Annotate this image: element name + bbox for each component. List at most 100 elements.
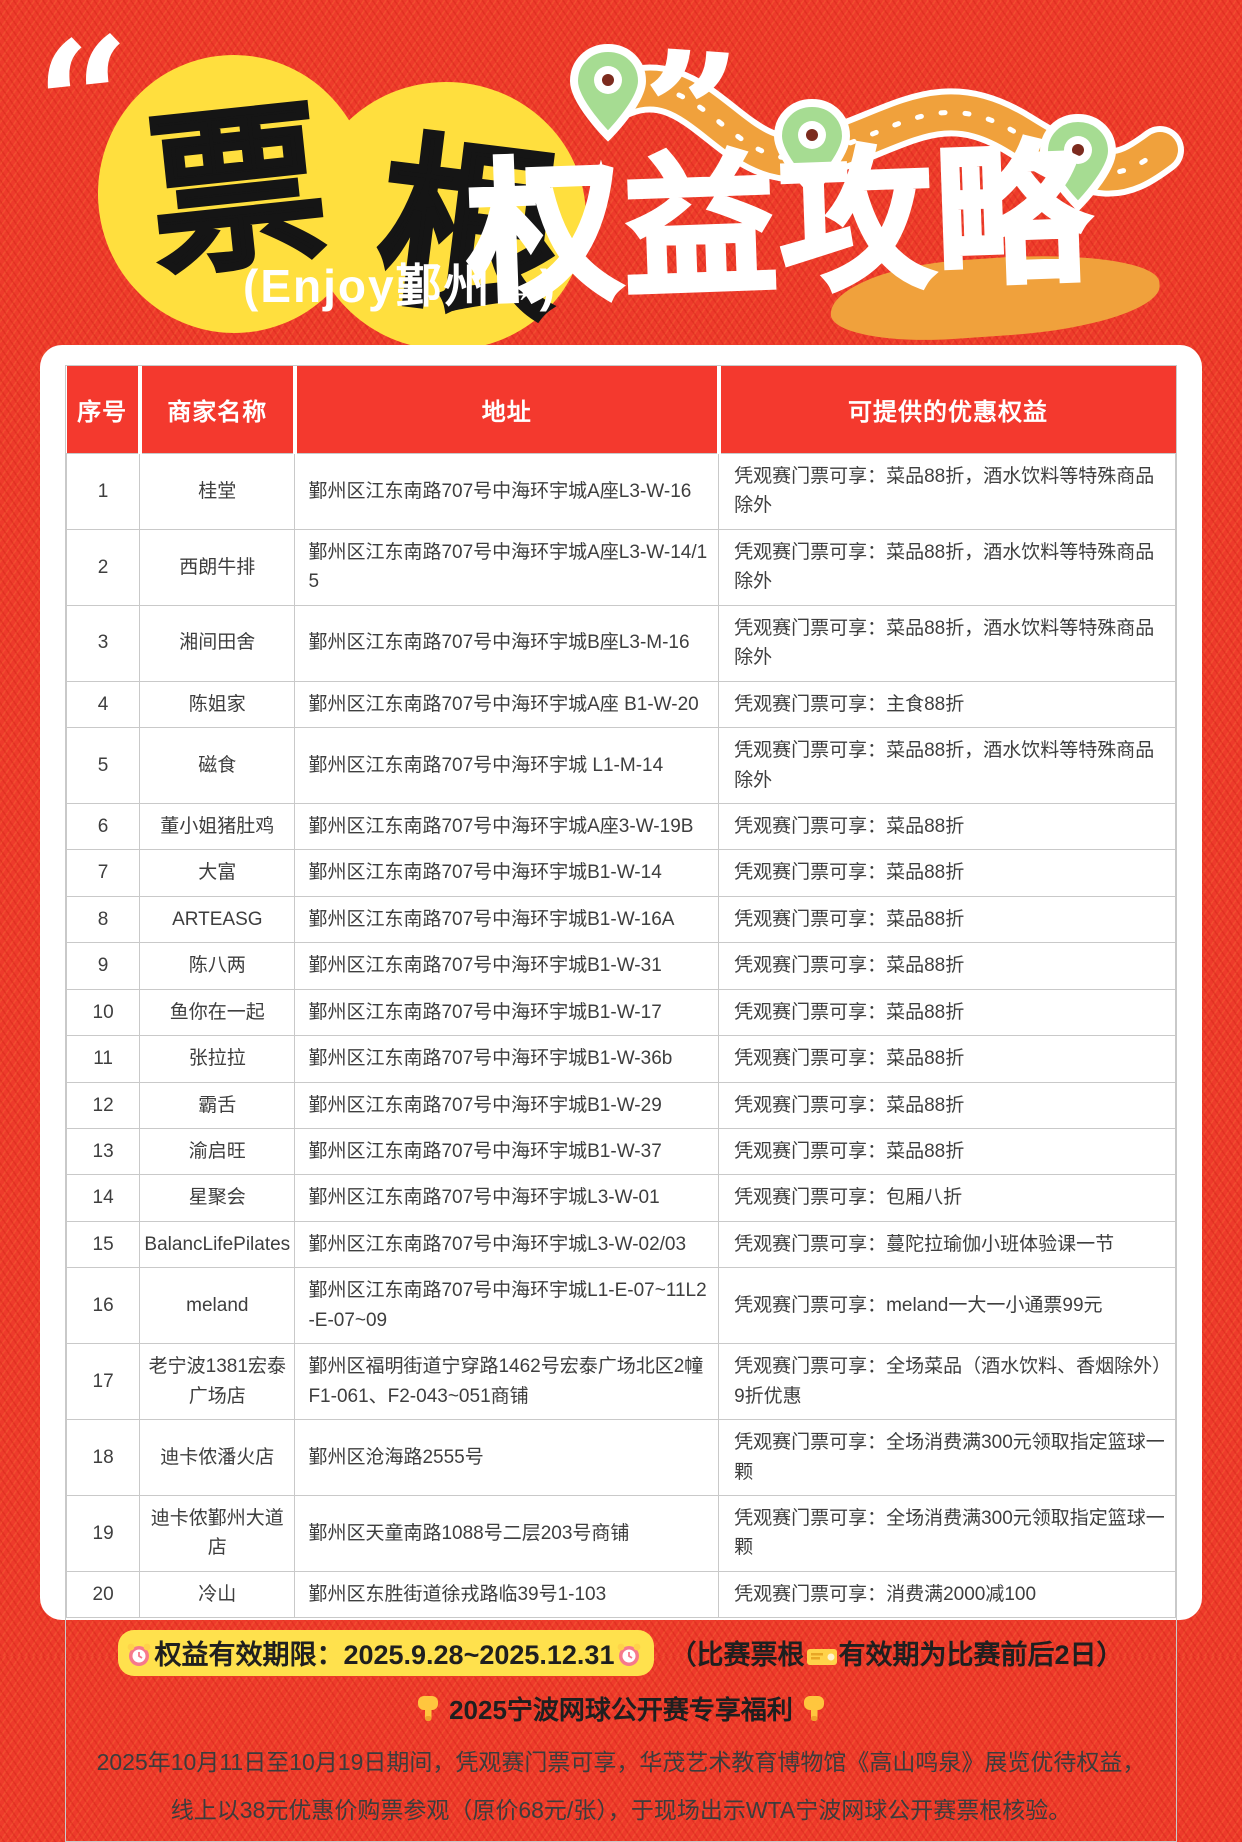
merchant-address: 鄞州区江东南路707号中海环宇城B1-W-36b <box>294 1035 720 1083</box>
merchant-name: 大富 <box>139 849 296 897</box>
merchant-address: 鄞州区江东南路707号中海环宇城B座L3-M-16 <box>294 604 720 682</box>
merchant-address: 鄞州区江东南路707号中海环宇城A座 B1-W-20 <box>294 680 720 729</box>
table-row: 5 磁食 鄞州区江东南路707号中海环宇城 L1-M-14 凭观赛门票可享：菜品… <box>65 727 1176 804</box>
map-pin-icon <box>1039 113 1117 212</box>
merchant-address: 鄞州区东胜街道徐戎路临39号1-103 <box>294 1570 720 1619</box>
merchant-benefit: 凭观赛门票可享：主食88折 <box>718 680 1176 729</box>
merchant-benefit: 凭观赛门票可享：菜品88折 <box>718 849 1176 897</box>
merchant-name: 董小姐猪肚鸡 <box>139 802 296 851</box>
table-row: 9 陈八两 鄞州区江东南路707号中海环宇城B1-W-31 凭观赛门票可享：菜品… <box>65 942 1176 990</box>
merchant-name: 西朗牛排 <box>139 528 296 606</box>
table-row: 19 迪卡侬鄞州大道店 鄞州区天童南路1088号二层203号商铺 凭观赛门票可享… <box>65 1494 1176 1572</box>
merchant-benefit: 凭观赛门票可享：菜品88折，酒水饮料等特殊商品除外 <box>718 727 1176 804</box>
merchant-name: 张拉拉 <box>139 1035 296 1083</box>
merchant-address: 鄞州区天童南路1088号二层203号商铺 <box>294 1494 720 1572</box>
point-down-icon <box>417 1696 438 1722</box>
row-number: 10 <box>65 988 141 1037</box>
merchant-address: 鄞州区江东南路707号中海环宇城B1-W-37 <box>294 1127 720 1176</box>
merchant-benefit: 凭观赛门票可享：全场消费满300元领取指定篮球一颗 <box>718 1419 1176 1496</box>
merchant-address: 鄞州区江东南路707号中海环宇城 L1-M-14 <box>294 727 720 804</box>
row-number: 17 <box>65 1343 141 1421</box>
table-row: 17 老宁波1381宏泰广场店 鄞州区福明街道宁穿路1462号宏泰广场北区2幢F… <box>65 1343 1176 1421</box>
merchant-address: 鄞州区江东南路707号中海环宇城A座L3-W-14/15 <box>294 528 720 606</box>
merchant-benefit: 凭观赛门票可享：蔓陀拉瑜伽小班体验课一节 <box>718 1220 1176 1269</box>
merchant-address: 鄞州区福明街道宁穿路1462号宏泰广场北区2幢F1-061、F2-043~051… <box>294 1343 720 1421</box>
merchant-address: 鄞州区江东南路707号中海环宇城B1-W-17 <box>294 988 720 1037</box>
column-header-benefit: 可提供的优惠权益 <box>718 366 1176 454</box>
row-number: 15 <box>65 1220 141 1269</box>
merchant-name: 陈姐家 <box>139 680 296 729</box>
column-header-name: 商家名称 <box>139 366 297 454</box>
merchant-benefit: 凭观赛门票可享：菜品88折 <box>718 942 1176 990</box>
merchant-name: 鱼你在一起 <box>139 988 296 1037</box>
row-number: 20 <box>65 1570 141 1619</box>
column-header-address: 地址 <box>294 366 721 454</box>
merchant-benefit: 凭观赛门票可享：菜品88折，酒水饮料等特殊商品除外 <box>718 604 1176 682</box>
row-number: 12 <box>65 1081 141 1130</box>
page-title: 权益攻略 <box>463 127 1098 324</box>
merchant-address: 鄞州区江东南路707号中海环宇城B1-W-14 <box>294 849 720 897</box>
merchant-name: 桂堂 <box>139 453 296 530</box>
merchant-benefit: 凭观赛门票可享：菜品88折，酒水饮料等特殊商品除外 <box>718 528 1176 606</box>
row-number: 8 <box>65 895 141 944</box>
benefits-table: 序号 商家名称 地址 可提供的优惠权益 1 桂堂 鄞州区江东南路707号中海环宇… <box>65 366 1176 1619</box>
merchant-address: 鄞州区江东南路707号中海环宇城A座L3-W-16 <box>294 453 720 530</box>
merchant-benefit: 凭观赛门票可享：meland一大一小通票99元 <box>718 1267 1176 1345</box>
poster-header: “ ” 票 根 权益攻略 (Enjoy鄞州→) <box>0 0 1242 362</box>
merchant-address: 鄞州区江东南路707号中海环宇城B1-W-29 <box>294 1081 720 1130</box>
row-number: 18 <box>65 1419 141 1496</box>
table-row: 7 大富 鄞州区江东南路707号中海环宇城B1-W-14 凭观赛门票可享：菜品8… <box>65 849 1176 897</box>
merchant-benefit: 凭观赛门票可享：菜品88折，酒水饮料等特殊商品除外 <box>718 453 1176 530</box>
table-row: 13 渝启旺 鄞州区江东南路707号中海环宇城B1-W-37 凭观赛门票可享：菜… <box>65 1127 1176 1176</box>
table-header-row: 序号 商家名称 地址 可提供的优惠权益 <box>66 366 1176 454</box>
validity-note: （比赛票根 有效期为比赛前后2日） <box>669 1640 1124 1671</box>
merchant-address: 鄞州区江东南路707号中海环宇城L3-W-02/03 <box>294 1220 720 1269</box>
row-number: 6 <box>65 802 141 851</box>
merchant-benefit: 凭观赛门票可享：消费满2000减100 <box>718 1570 1176 1619</box>
row-number: 14 <box>65 1174 141 1222</box>
merchant-name: 渝启旺 <box>139 1127 296 1176</box>
map-pin-icon <box>569 43 647 142</box>
row-number: 5 <box>65 727 141 804</box>
table-row: 14 星聚会 鄞州区江东南路707号中海环宇城L3-W-01 凭观赛门票可享：包… <box>65 1174 1176 1222</box>
ticket-verify-line: 线上以38元优惠价购票参观（原价68元/张），于现场出示WTA宁波网球公开赛票根… <box>170 1797 1072 1824</box>
merchant-name: 迪卡侬鄞州大道店 <box>139 1494 296 1572</box>
merchant-benefit: 凭观赛门票可享：菜品88折 <box>718 895 1176 944</box>
merchant-name: 霸舌 <box>139 1081 296 1130</box>
table-row: 18 迪卡侬潘火店 鄞州区沧海路2555号 凭观赛门票可享：全场消费满300元领… <box>65 1419 1176 1496</box>
open-quote-mark: “ <box>27 0 146 208</box>
table-row: 15 BalancLifePilates 鄞州区江东南路707号中海环宇城L3-… <box>65 1220 1176 1269</box>
validity-line: 权益有效期限：2025.9.28~2025.12.31 （比赛票根 有效期为比赛前… <box>76 1630 1166 1677</box>
table-row: 12 霸舌 鄞州区江东南路707号中海环宇城B1-W-29 凭观赛门票可享：菜品… <box>65 1081 1176 1130</box>
merchant-address: 鄞州区江东南路707号中海环宇城L3-W-01 <box>294 1174 720 1222</box>
merchant-benefit: 凭观赛门票可享：全场菜品（酒水饮料、香烟除外）9折优惠 <box>718 1343 1176 1421</box>
table-row: 3 湘间田舍 鄞州区江东南路707号中海环宇城B座L3-M-16 凭观赛门票可享… <box>65 604 1176 682</box>
validity-highlight: 权益有效期限：2025.9.28~2025.12.31 <box>118 1630 655 1677</box>
merchant-benefit: 凭观赛门票可享：菜品88折 <box>718 802 1176 851</box>
page-subtitle: (Enjoy鄞州→) <box>243 260 557 312</box>
table-row: 20 冷山 鄞州区东胜街道徐戎路临39号1-103 凭观赛门票可享：消费满200… <box>65 1570 1176 1619</box>
row-number: 11 <box>65 1035 141 1083</box>
alarm-clock-icon <box>128 1643 151 1667</box>
map-pin-icon <box>773 98 851 197</box>
row-number: 3 <box>65 604 141 682</box>
merchant-name: 湘间田舍 <box>139 604 296 682</box>
benefits-table-box: 序号 商家名称 地址 可提供的优惠权益 1 桂堂 鄞州区江东南路707号中海环宇… <box>65 365 1177 1842</box>
merchant-name: 老宁波1381宏泰广场店 <box>139 1343 296 1421</box>
row-number: 7 <box>65 849 141 897</box>
merchant-name: meland <box>139 1267 296 1345</box>
point-down-icon <box>804 1696 825 1722</box>
row-number: 1 <box>65 453 141 530</box>
merchant-address: 鄞州区江东南路707号中海环宇城B1-W-31 <box>294 942 720 990</box>
tennis-benefit-subtitle: 2025宁波网球公开赛专享福利 <box>76 1690 1166 1727</box>
merchant-address: 鄞州区江东南路707号中海环宇城B1-W-16A <box>294 895 720 944</box>
merchant-name: BalancLifePilates <box>139 1220 296 1269</box>
merchant-address: 鄞州区江东南路707号中海环宇城A座3-W-19B <box>294 802 720 851</box>
merchant-name: ARTEASG <box>139 895 296 944</box>
merchant-benefit: 凭观赛门票可享：包厢八折 <box>718 1174 1176 1222</box>
merchant-address: 鄞州区沧海路2555号 <box>294 1419 720 1496</box>
row-number: 13 <box>65 1127 141 1176</box>
road-path-icon <box>569 43 1184 212</box>
row-number: 2 <box>65 528 141 606</box>
table-row: 11 张拉拉 鄞州区江东南路707号中海环宇城B1-W-36b 凭观赛门票可享：… <box>65 1035 1176 1083</box>
